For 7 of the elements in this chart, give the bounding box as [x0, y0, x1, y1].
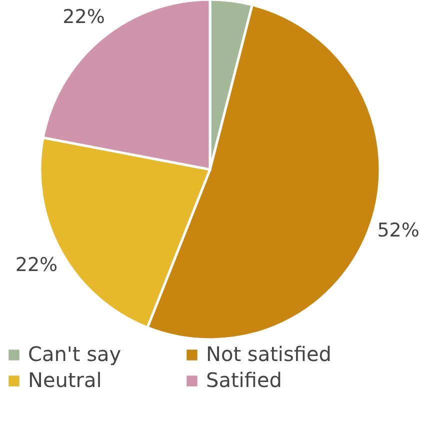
- legend-label: Satified: [206, 368, 282, 392]
- legend-label: Not satisfied: [206, 342, 332, 366]
- legend-label: Can't say: [28, 342, 122, 366]
- data-label: 52%: [377, 220, 420, 242]
- data-label: 22%: [62, 6, 105, 28]
- legend-label: Neutral: [28, 368, 102, 392]
- data-label: 22%: [15, 254, 58, 276]
